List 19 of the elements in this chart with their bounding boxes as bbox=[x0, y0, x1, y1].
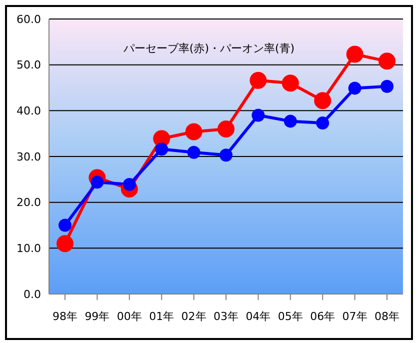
x-tick-label: 03年 bbox=[214, 310, 238, 323]
text: パーセーブ率(赤)・パーオン率(青) bbox=[122, 41, 296, 56]
y-tick-label: 40.0 bbox=[16, 104, 41, 118]
x-tick-label: 06年 bbox=[310, 310, 336, 323]
x-tick-label: 07年 bbox=[342, 310, 368, 323]
x-tick-label: 05年 bbox=[278, 310, 303, 323]
x-tick-label: 00年 bbox=[116, 310, 142, 323]
x-tick-label: 04年 bbox=[246, 310, 271, 323]
y-tick-label: 0.0 bbox=[24, 288, 41, 301]
y-tick-label: 60.0 bbox=[16, 12, 41, 26]
x-tick-label: 08年 bbox=[374, 310, 400, 323]
x-tick-label: 98年 bbox=[52, 310, 78, 323]
y-tick-label: 20.0 bbox=[16, 196, 41, 210]
x-tick-label: 02年 bbox=[181, 310, 206, 323]
x-tick-label: 01年 bbox=[149, 310, 174, 323]
y-tick-label: 50.0 bbox=[16, 58, 41, 72]
y-tick-label: 30.0 bbox=[16, 150, 41, 164]
x-tick-label: 99年 bbox=[84, 310, 110, 323]
y-tick-label: 10.0 bbox=[16, 242, 41, 256]
